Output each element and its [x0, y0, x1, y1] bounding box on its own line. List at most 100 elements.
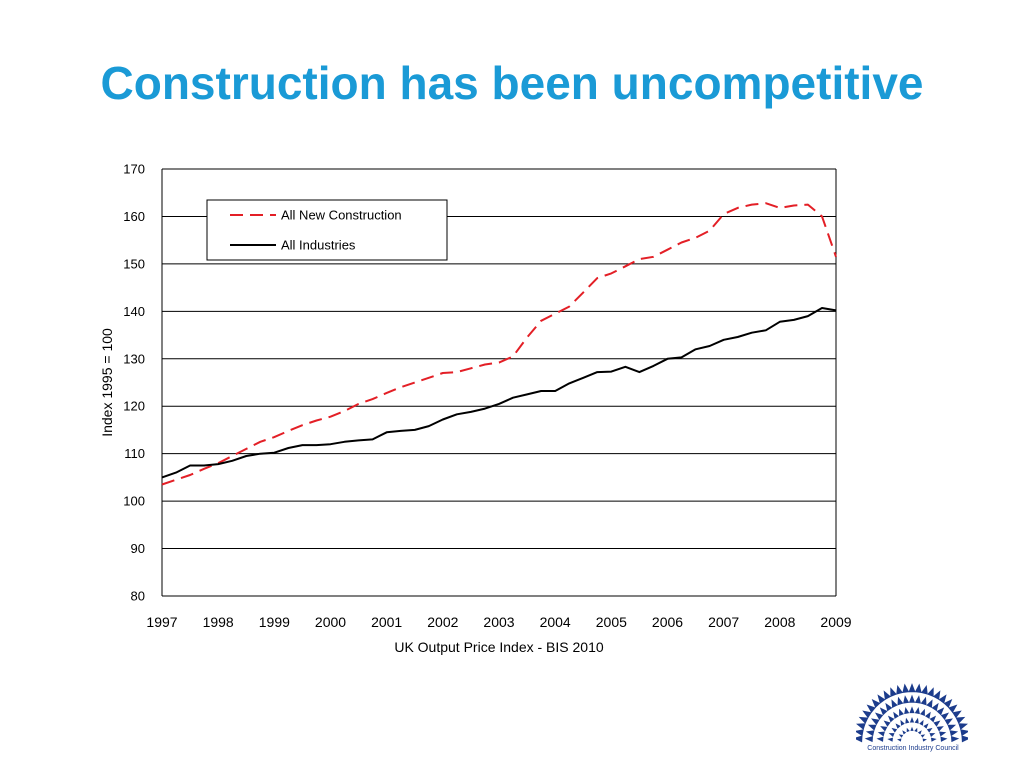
- y-tick-label: 130: [123, 351, 145, 366]
- x-tick-label: 2007: [708, 614, 739, 630]
- logo-wedge: [877, 694, 886, 704]
- x-tick-label: 2008: [764, 614, 795, 630]
- logo-wedge: [931, 702, 939, 712]
- legend: All New Construction All Industries: [206, 199, 448, 261]
- x-tick-label: 2000: [315, 614, 346, 630]
- x-tick-label: 2001: [371, 614, 402, 630]
- logo-wedge: [906, 727, 910, 733]
- logo-wedge: [952, 710, 962, 719]
- logo-wedge: [914, 683, 922, 694]
- logo-wedge: [874, 712, 884, 720]
- logo-wedge: [896, 684, 904, 695]
- logo-wedge: [920, 708, 925, 716]
- y-tick-label: 100: [123, 494, 145, 509]
- logo-wedge: [914, 706, 920, 715]
- logo-wedge: [883, 690, 892, 701]
- logo-wedge: [920, 696, 927, 706]
- y-tick-label: 150: [123, 256, 145, 271]
- logo-wedge: [949, 730, 959, 737]
- logo-wedge: [914, 727, 918, 733]
- x-tick-label: 1997: [146, 614, 177, 630]
- logo-wedge: [909, 717, 915, 723]
- x-tick-label: 2002: [427, 614, 458, 630]
- logo-wedge: [858, 716, 869, 724]
- legend-label: All Industries: [281, 238, 356, 253]
- logo-wedge: [920, 734, 926, 738]
- logo-wedge: [904, 706, 910, 715]
- logo-wedge: [919, 719, 924, 726]
- cic-logo: [856, 683, 968, 743]
- logo-wedge: [880, 726, 888, 732]
- logo-wedge: [856, 735, 863, 743]
- series-lines: [161, 202, 837, 486]
- logo-wedge: [891, 727, 898, 733]
- legend-box: [206, 199, 448, 261]
- logo-wedge: [948, 704, 958, 713]
- logo-wedge: [897, 738, 902, 742]
- y-tick-label: 120: [123, 399, 145, 414]
- logo-wedge: [936, 726, 944, 732]
- logo-wedge: [932, 690, 941, 701]
- logo-wedge: [923, 723, 929, 729]
- logo-wedge: [893, 711, 900, 719]
- logo-wedge: [902, 730, 907, 735]
- logo-wedge: [864, 735, 874, 743]
- logo-wedge: [926, 699, 933, 708]
- series-line-all-new-construction: [161, 202, 837, 486]
- x-axis-title: UK Output Price Index - BIS 2010: [394, 639, 604, 655]
- logo-wedge: [943, 699, 953, 709]
- logo-wedge: [909, 706, 915, 714]
- logo-wedge: [958, 723, 968, 730]
- logo-wedge: [938, 694, 947, 704]
- logo-wedge: [887, 737, 893, 742]
- logo-wedge: [929, 715, 937, 723]
- logo-wedge: [940, 712, 950, 720]
- logo-wedge: [890, 687, 897, 697]
- slide-title: Construction has been uncompetitive: [100, 57, 924, 109]
- logo-wedge: [891, 699, 898, 708]
- logo-wedge: [933, 720, 941, 727]
- logo-wedge: [926, 727, 933, 733]
- logo-wedge: [927, 687, 934, 697]
- y-tick-label: 160: [123, 209, 145, 224]
- logo-wedge: [914, 695, 921, 704]
- logo-wedge: [898, 734, 904, 738]
- y-tick-label: 140: [123, 304, 145, 319]
- logo-wedge: [879, 707, 888, 716]
- y-tick-labels: 80 90 100 110 120 130 140 150 160 170: [123, 162, 145, 604]
- logo-wedge: [931, 737, 937, 742]
- y-axis-title: Index 1995 = 100: [99, 328, 115, 437]
- logo-wedge: [920, 684, 928, 695]
- logo-wedge: [944, 718, 953, 726]
- logo-wedge: [960, 729, 968, 737]
- logo-wedge: [888, 733, 895, 738]
- logo-wedge: [917, 730, 922, 735]
- x-tick-label: 2009: [820, 614, 851, 630]
- logo-wedge: [940, 736, 948, 742]
- logo-wedge: [903, 695, 910, 704]
- logo-wedge: [867, 724, 877, 731]
- logo-wedge: [910, 726, 914, 731]
- logo-wedge: [922, 738, 927, 742]
- x-tick-label: 2004: [540, 614, 571, 630]
- logo-wedge: [871, 699, 881, 709]
- logo-wedge: [856, 729, 864, 737]
- logo-wedge: [871, 718, 880, 726]
- logo-caption: Construction Industry Council: [867, 745, 959, 752]
- logo-wedge: [955, 716, 966, 724]
- x-tick-label: 2003: [483, 614, 514, 630]
- x-tick-label: 2005: [596, 614, 627, 630]
- logo-wedge: [895, 723, 901, 729]
- legend-label: All New Construction: [281, 208, 402, 223]
- logo-wedge: [902, 683, 910, 694]
- logo-wedge: [914, 717, 919, 724]
- logo-wedge: [856, 723, 866, 730]
- x-tick-label: 1998: [203, 614, 234, 630]
- x-tick-label: 1999: [259, 614, 290, 630]
- logo-wedge: [877, 731, 885, 737]
- y-tick-label: 90: [131, 541, 145, 556]
- logo-wedge: [908, 683, 916, 693]
- logo-wedge: [866, 704, 876, 713]
- logo-wedge: [876, 736, 884, 742]
